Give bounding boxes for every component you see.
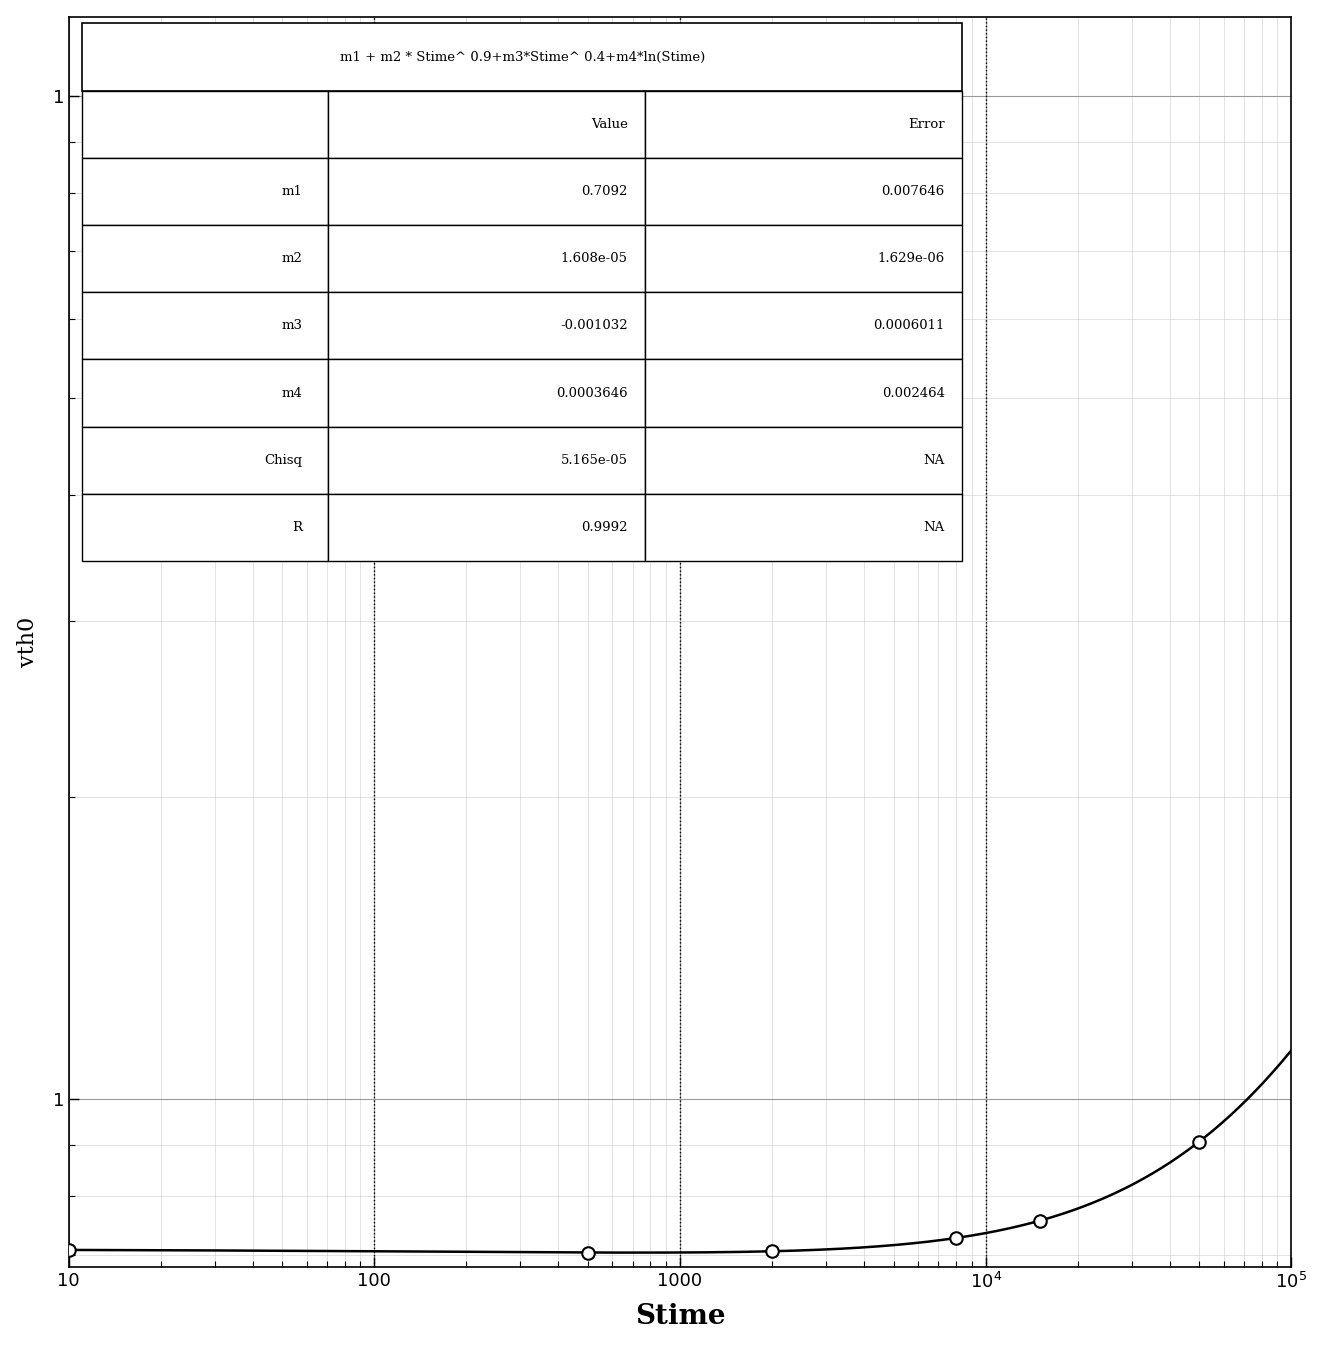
Legend: vth0: vth0 bbox=[543, 474, 677, 509]
Text: 0.9992: 0.9992 bbox=[581, 521, 628, 533]
Text: m2: m2 bbox=[281, 252, 302, 265]
FancyBboxPatch shape bbox=[82, 360, 328, 427]
FancyBboxPatch shape bbox=[82, 494, 328, 562]
Text: Value: Value bbox=[591, 117, 628, 131]
FancyBboxPatch shape bbox=[82, 427, 328, 494]
FancyBboxPatch shape bbox=[328, 494, 645, 562]
FancyBboxPatch shape bbox=[328, 427, 645, 494]
Text: m4: m4 bbox=[281, 387, 302, 400]
FancyBboxPatch shape bbox=[328, 158, 645, 225]
Text: 0.0006011: 0.0006011 bbox=[874, 319, 944, 333]
X-axis label: Stime: Stime bbox=[634, 1304, 726, 1331]
Text: m3: m3 bbox=[281, 319, 302, 333]
Text: Error: Error bbox=[908, 117, 944, 131]
FancyBboxPatch shape bbox=[82, 23, 963, 90]
Text: 1.629e-06: 1.629e-06 bbox=[878, 252, 944, 265]
Text: m1 + m2 * Stime^ 0.9+m3*Stime^ 0.4+m4*ln(Stime): m1 + m2 * Stime^ 0.9+m3*Stime^ 0.4+m4*ln… bbox=[339, 50, 704, 63]
Text: 0.0003646: 0.0003646 bbox=[556, 387, 628, 400]
Text: NA: NA bbox=[923, 454, 944, 467]
FancyBboxPatch shape bbox=[645, 90, 963, 158]
FancyBboxPatch shape bbox=[328, 90, 645, 158]
FancyBboxPatch shape bbox=[645, 225, 963, 292]
Text: Chisq: Chisq bbox=[263, 454, 302, 467]
FancyBboxPatch shape bbox=[645, 427, 963, 494]
Text: 0.002464: 0.002464 bbox=[882, 387, 944, 400]
Y-axis label: vth0: vth0 bbox=[17, 617, 38, 667]
FancyBboxPatch shape bbox=[645, 360, 963, 427]
FancyBboxPatch shape bbox=[328, 360, 645, 427]
FancyBboxPatch shape bbox=[82, 90, 328, 158]
FancyBboxPatch shape bbox=[328, 225, 645, 292]
Text: NA: NA bbox=[923, 521, 944, 533]
FancyBboxPatch shape bbox=[645, 494, 963, 562]
Text: -0.001032: -0.001032 bbox=[560, 319, 628, 333]
Text: 5.165e-05: 5.165e-05 bbox=[561, 454, 628, 467]
FancyBboxPatch shape bbox=[82, 158, 328, 225]
FancyBboxPatch shape bbox=[82, 292, 328, 360]
Text: 0.7092: 0.7092 bbox=[581, 185, 628, 198]
FancyBboxPatch shape bbox=[645, 158, 963, 225]
FancyBboxPatch shape bbox=[645, 292, 963, 360]
FancyBboxPatch shape bbox=[82, 225, 328, 292]
Text: 0.007646: 0.007646 bbox=[882, 185, 944, 198]
Text: 1.608e-05: 1.608e-05 bbox=[561, 252, 628, 265]
Text: m1: m1 bbox=[281, 185, 302, 198]
FancyBboxPatch shape bbox=[328, 292, 645, 360]
Text: R: R bbox=[293, 521, 302, 533]
